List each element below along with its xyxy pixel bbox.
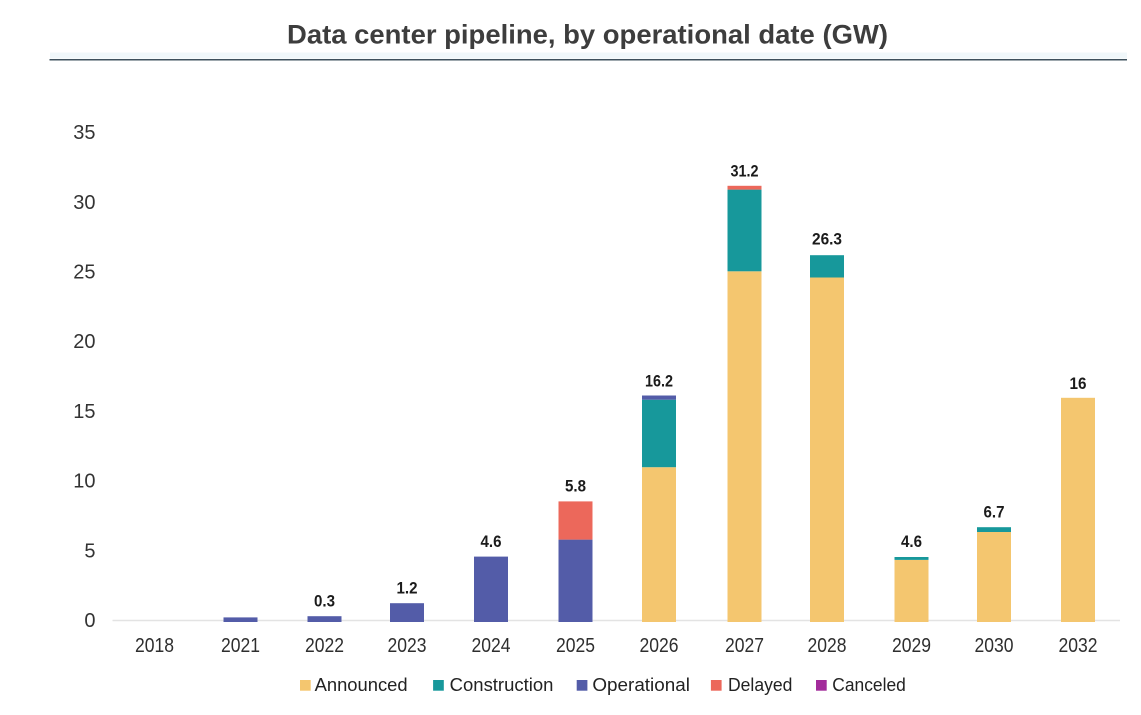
svg-text:Operational: Operational xyxy=(592,675,690,695)
svg-text:35: 35 xyxy=(73,122,95,144)
svg-text:Canceled: Canceled xyxy=(832,675,906,695)
svg-text:31.2: 31.2 xyxy=(731,161,759,180)
svg-text:4.6: 4.6 xyxy=(481,532,502,551)
svg-text:2029: 2029 xyxy=(892,635,931,657)
svg-text:6.7: 6.7 xyxy=(984,502,1005,521)
svg-text:Construction: Construction xyxy=(450,675,554,695)
svg-text:0.3: 0.3 xyxy=(314,592,335,611)
svg-text:30: 30 xyxy=(73,192,95,214)
svg-text:2022: 2022 xyxy=(305,635,344,657)
svg-text:15: 15 xyxy=(73,401,95,423)
svg-text:Announced: Announced xyxy=(315,675,408,695)
svg-text:2032: 2032 xyxy=(1059,635,1098,657)
svg-text:0: 0 xyxy=(84,610,95,632)
svg-text:2025: 2025 xyxy=(556,635,595,657)
svg-text:4.6: 4.6 xyxy=(901,532,922,551)
svg-text:Data center pipeline, by opera: Data center pipeline, by operational dat… xyxy=(287,20,888,50)
svg-text:2018: 2018 xyxy=(135,635,174,657)
svg-text:10: 10 xyxy=(73,471,95,493)
svg-text:2023: 2023 xyxy=(388,635,427,657)
svg-text:25: 25 xyxy=(73,262,95,284)
svg-text:20: 20 xyxy=(73,331,95,353)
svg-text:2030: 2030 xyxy=(975,635,1014,657)
svg-text:26.3: 26.3 xyxy=(812,230,842,249)
svg-text:16.2: 16.2 xyxy=(645,372,673,391)
svg-text:2021: 2021 xyxy=(221,635,260,657)
svg-text:2028: 2028 xyxy=(808,635,847,657)
svg-text:1.2: 1.2 xyxy=(397,579,418,598)
svg-text:Delayed: Delayed xyxy=(728,675,792,695)
svg-text:2024: 2024 xyxy=(472,635,511,657)
svg-text:16: 16 xyxy=(1070,374,1087,393)
svg-text:2027: 2027 xyxy=(725,635,764,657)
svg-text:5.8: 5.8 xyxy=(565,477,586,496)
svg-text:2026: 2026 xyxy=(640,635,679,657)
svg-text:5: 5 xyxy=(84,540,95,562)
